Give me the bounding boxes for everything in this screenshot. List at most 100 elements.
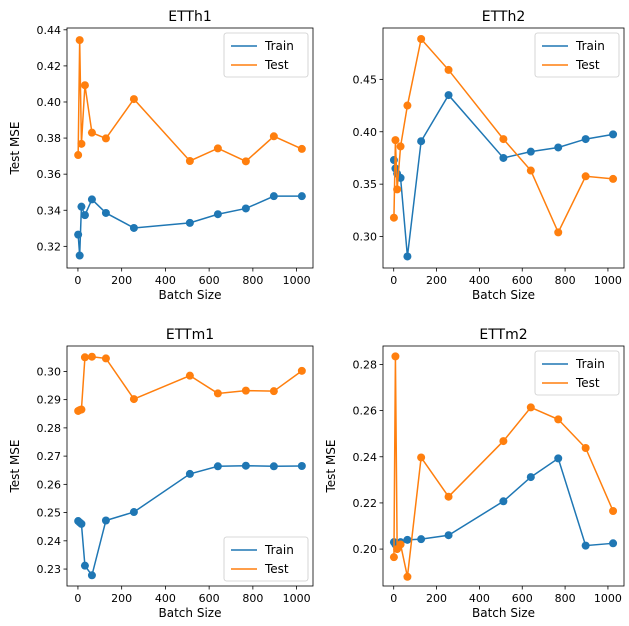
data-point-test	[297, 144, 306, 153]
series-line-test	[77, 40, 303, 163]
y-tick-label: 0.40	[353, 126, 378, 139]
legend-box	[534, 32, 620, 78]
data-point-test	[87, 352, 96, 361]
data-point-train	[129, 223, 138, 232]
data-point-test	[129, 395, 138, 404]
y-tick-label: 0.23	[37, 563, 62, 576]
data-point-train	[417, 535, 426, 544]
data-point-train	[297, 192, 306, 201]
data-point-test	[391, 136, 400, 145]
y-tick-label: 0.34	[37, 204, 62, 217]
data-point-test	[417, 453, 426, 462]
y-tick-label: 0.38	[37, 132, 62, 145]
y-tick-label: 0.45	[353, 73, 378, 86]
x-tick-label: 800	[555, 274, 576, 287]
data-point-train	[185, 469, 194, 478]
legend-label-train: Train	[575, 39, 605, 53]
x-tick-label: 0	[390, 274, 397, 287]
data-point-test	[554, 415, 563, 424]
legend: Train Test	[534, 350, 620, 396]
y-tick-label: 0.20	[353, 543, 378, 556]
x-tick-label: 200	[426, 592, 447, 605]
data-point-train	[74, 230, 83, 239]
x-tick-label: 400	[155, 592, 176, 605]
data-point-train	[77, 519, 86, 528]
data-point-train	[101, 208, 110, 217]
data-point-test	[75, 36, 84, 45]
y-tick-label: 0.27	[37, 450, 62, 463]
x-tick-label: 200	[111, 274, 132, 287]
legend-label-train: Train	[264, 543, 294, 557]
data-point-test	[581, 444, 590, 452]
plot-frame	[66, 345, 314, 587]
y-tick-label: 0.35	[353, 178, 378, 191]
x-tick-label: 400	[469, 592, 490, 605]
y-tick-label: 0.42	[37, 60, 62, 73]
legend-box	[534, 350, 620, 396]
y-tick-label: 0.26	[37, 478, 62, 491]
data-point-train	[269, 192, 278, 201]
data-point-train	[213, 462, 222, 471]
data-point-train	[444, 531, 453, 540]
data-point-train	[101, 516, 110, 525]
data-point-train	[241, 461, 250, 470]
plot-frame	[382, 345, 625, 587]
x-tick-label: 400	[469, 274, 490, 287]
legend-box	[223, 32, 309, 78]
legend: Train Test	[223, 32, 309, 78]
y-tick-label: 0.25	[37, 507, 62, 520]
data-point-test	[444, 65, 453, 74]
data-point-train	[297, 462, 306, 470]
subplot-ettm1: 0 200 400 600 800 1000 0.23 0.24 0.25 0.26 0.27 0.2…	[8, 327, 314, 620]
y-tick-label: 0.44	[37, 24, 62, 37]
plot-frame	[66, 27, 314, 269]
chart-title: ETTh1	[168, 9, 211, 25]
legend-label-train: Train	[264, 39, 294, 53]
data-point-test	[403, 572, 412, 581]
data-point-test	[297, 366, 306, 375]
data-point-test	[269, 132, 278, 141]
y-axis-label: Test MSE	[324, 440, 338, 494]
data-point-train	[269, 462, 278, 471]
y-axis-label: Test MSE	[8, 440, 22, 494]
data-point-test	[499, 135, 508, 144]
data-point-test	[213, 144, 222, 153]
data-point-train	[499, 497, 508, 506]
data-point-train	[526, 147, 535, 156]
data-point-test	[185, 156, 194, 165]
y-tick-label: 0.32	[37, 240, 62, 253]
legend-label-train: Train	[575, 357, 605, 371]
legend-label-test: Test	[575, 376, 600, 390]
y-tick-label: 0.24	[37, 535, 62, 548]
x-tick-label: 600	[512, 274, 533, 287]
data-point-test	[391, 352, 400, 361]
x-tick-label: 200	[426, 274, 447, 287]
data-point-test	[609, 174, 618, 183]
series-line-test	[393, 37, 614, 235]
series-line-test	[393, 356, 614, 577]
data-point-train	[129, 508, 138, 517]
data-point-train	[609, 539, 618, 548]
series-line-test	[77, 355, 303, 412]
y-tick-label: 0.28	[37, 422, 62, 435]
legend-box	[223, 536, 309, 582]
y-tick-label: 0.30	[37, 365, 62, 378]
data-point-test	[403, 101, 412, 110]
data-point-test	[396, 142, 405, 151]
data-point-test	[101, 354, 110, 363]
data-point-train	[403, 535, 412, 544]
data-point-test	[581, 172, 590, 181]
legend-label-test: Test	[264, 562, 289, 576]
data-point-train	[417, 137, 426, 146]
x-tick-label: 600	[199, 592, 220, 605]
y-tick-label: 0.26	[353, 405, 378, 418]
x-tick-label: 0	[74, 592, 81, 605]
data-point-test	[444, 492, 453, 501]
x-axis-label: Batch Size	[159, 606, 222, 620]
data-point-test	[396, 540, 405, 549]
data-point-test	[393, 185, 402, 194]
y-tick-label: 0.24	[353, 451, 378, 464]
series-line-train	[393, 93, 614, 257]
x-tick-label: 1000	[283, 592, 311, 605]
